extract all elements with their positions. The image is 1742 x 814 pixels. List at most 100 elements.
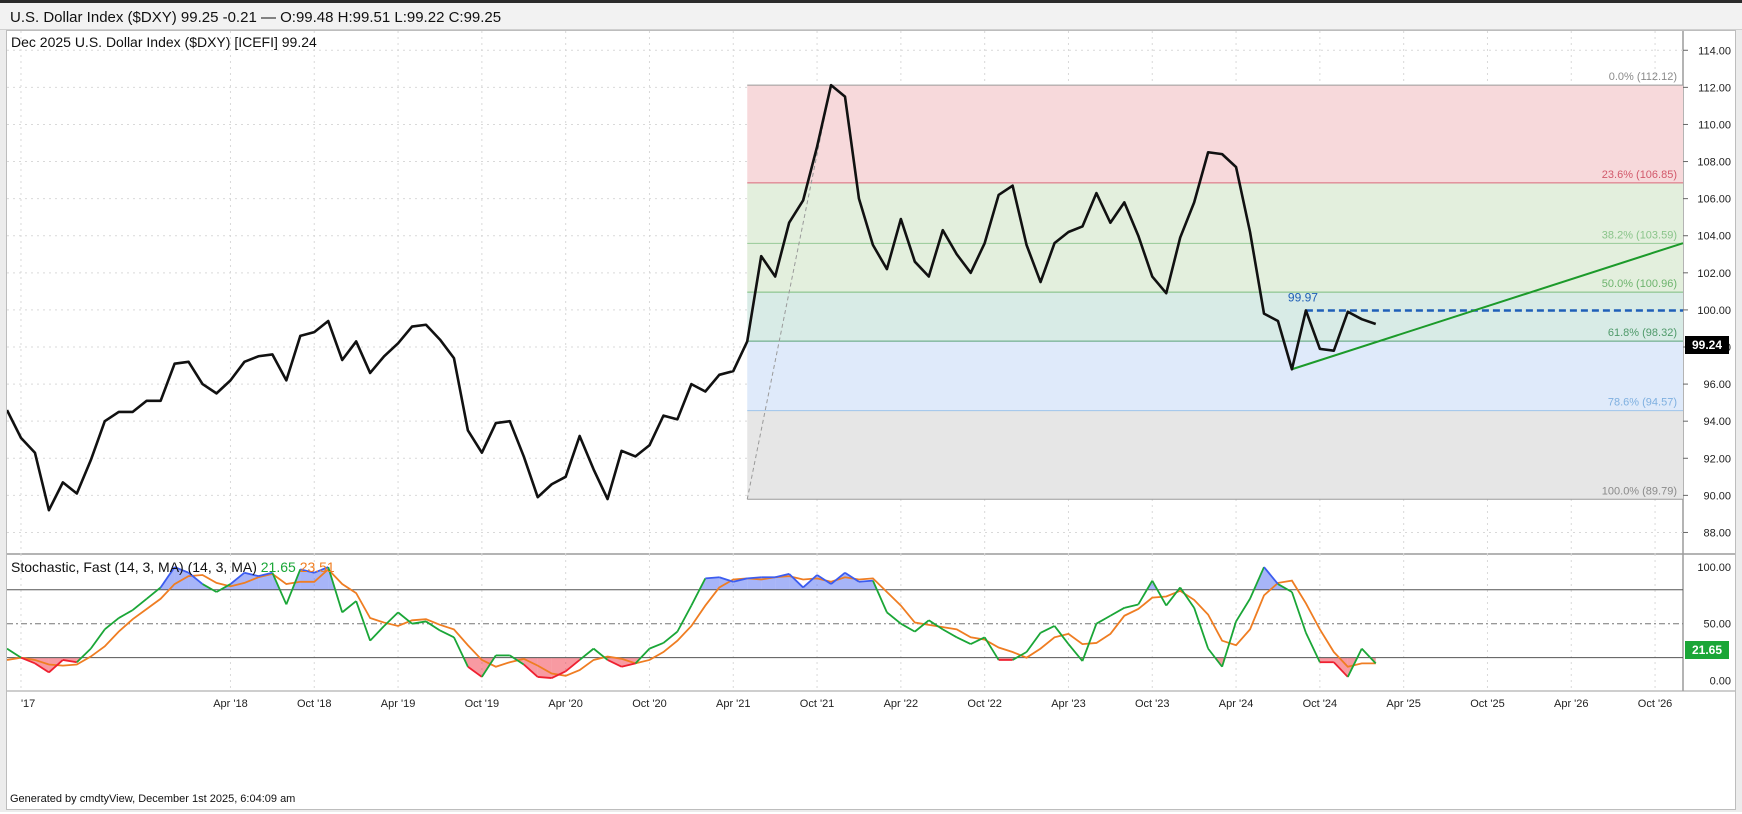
stochastic-y-tick-label: 50.00 xyxy=(1703,619,1731,631)
stochastic-k-segment xyxy=(1068,644,1082,661)
x-tick-label: Apr '25 xyxy=(1386,698,1421,710)
fibonacci-label: 100.0% (89.79) xyxy=(1602,485,1677,497)
fibonacci-label: 50.0% (100.96) xyxy=(1602,278,1677,290)
chart-frame: 0.0% (112.12) 23.6% (106.85) 38.2% (103.59… xyxy=(6,30,1736,810)
stochastic-y-axis: 0.00 50.00 100.00 xyxy=(1697,562,1731,687)
x-tick-label: Apr '21 xyxy=(716,698,751,710)
title-bar: U.S. Dollar Index ($DXY) 99.25 -0.21 — O… xyxy=(0,0,1742,30)
stochastic-y-tick-label: 0.00 xyxy=(1710,675,1731,687)
y-tick-label: 88.00 xyxy=(1703,527,1731,539)
generated-footer: Generated by cmdtyView, December 1st 202… xyxy=(10,793,295,805)
stochastic-k-segment xyxy=(440,630,454,637)
x-tick-label: Apr '23 xyxy=(1051,698,1086,710)
fibonacci-label: 23.6% (106.85) xyxy=(1602,169,1677,181)
resistance-label: 99.97 xyxy=(1288,290,1318,304)
x-tick-label: Oct '24 xyxy=(1303,698,1338,710)
x-tick-label: Oct '21 xyxy=(800,698,835,710)
stochastic-k-segment xyxy=(887,612,901,623)
y-tick-label: 104.00 xyxy=(1697,231,1731,243)
x-tick-label: Oct '20 xyxy=(632,698,667,710)
y-tick-label: 102.00 xyxy=(1697,268,1731,280)
stochastic-k-segment xyxy=(133,599,147,610)
stochastic-k-segment xyxy=(747,577,761,578)
stochastic-k-value: 21.65 xyxy=(261,559,296,575)
stochastic-d-line xyxy=(7,569,1376,675)
fibonacci-zone xyxy=(747,183,1683,292)
stochastic-k-segment xyxy=(1110,608,1124,616)
overbought-fill xyxy=(705,577,719,589)
stochastic-k-segment xyxy=(119,610,133,618)
stochastic-k-segment xyxy=(859,581,873,582)
stochastic-k-segment xyxy=(705,577,719,578)
stochastic-k-segment xyxy=(691,578,705,605)
stochastic-y-tick-label: 100.00 xyxy=(1697,562,1731,574)
fibonacci-zone xyxy=(747,85,1683,183)
stochastic-k-segment xyxy=(1236,599,1250,622)
y-tick-label: 96.00 xyxy=(1703,379,1731,391)
price-y-axis: 88.0090.0092.0094.0096.0098.00100.00102.… xyxy=(1683,45,1731,539)
stochastic-last-label: 21.65 xyxy=(1692,643,1722,657)
x-tick-label: Apr '20 xyxy=(548,698,583,710)
stochastic-title: Stochastic, Fast (14, 3, MA) (14, 3, MA)… xyxy=(11,559,335,575)
stochastic-k-segment xyxy=(1041,626,1055,633)
stochastic-series xyxy=(7,567,1376,678)
stochastic-title-text: Stochastic, Fast (14, 3, MA) (14, 3, MA) xyxy=(11,559,257,575)
y-tick-label: 100.00 xyxy=(1697,305,1731,317)
stochastic-k-segment xyxy=(538,677,552,678)
stochastic-k-segment xyxy=(901,624,915,632)
stochastic-k-segment xyxy=(943,629,957,637)
last-price-label: 99.24 xyxy=(1692,338,1722,352)
y-tick-label: 114.00 xyxy=(1698,45,1731,57)
x-tick-label: Oct '19 xyxy=(465,698,500,710)
stochastic-k-segment xyxy=(1152,581,1166,606)
y-tick-label: 110.00 xyxy=(1698,119,1731,131)
y-tick-label: 90.00 xyxy=(1703,490,1731,502)
stochastic-k-segment xyxy=(957,637,971,644)
stochastic-k-segment xyxy=(1138,581,1152,605)
stochastic-k-segment xyxy=(370,626,384,641)
x-tick-label: '17 xyxy=(21,698,35,710)
fibonacci-zone xyxy=(747,411,1683,500)
stochastic-k-segment xyxy=(398,612,412,623)
y-tick-label: 92.00 xyxy=(1703,453,1731,465)
fibonacci-zone xyxy=(747,292,1683,341)
fibonacci-label: 61.8% (98.32) xyxy=(1608,327,1677,339)
fibonacci-label: 78.6% (94.57) xyxy=(1608,397,1677,409)
stochastic-k-segment xyxy=(649,643,663,649)
x-tick-label: Oct '22 xyxy=(967,698,1002,710)
x-tick-label: Oct '26 xyxy=(1638,698,1673,710)
price-chart-title: Dec 2025 U.S. Dollar Index ($DXY) [ICEFI… xyxy=(11,34,317,50)
x-tick-label: Apr '18 xyxy=(213,698,248,710)
stochastic-k-segment xyxy=(1194,608,1208,649)
stochastic-k-segment xyxy=(91,629,105,648)
x-tick-label: Apr '26 xyxy=(1554,698,1589,710)
stochastic-k-segment xyxy=(7,649,21,658)
stochastic-k-segment xyxy=(342,601,356,612)
stochastic-d-value: 23.51 xyxy=(300,559,335,575)
x-tick-label: Apr '24 xyxy=(1219,698,1254,710)
y-tick-label: 94.00 xyxy=(1703,416,1731,428)
y-tick-label: 112.00 xyxy=(1698,82,1731,94)
x-tick-label: Apr '19 xyxy=(381,698,416,710)
x-tick-label: Oct '25 xyxy=(1470,698,1505,710)
x-axis: '17 Apr '18 Oct '18 Apr '19 Oct '19 Apr '20 Oc… xyxy=(21,698,1672,710)
fibonacci-label: 0.0% (112.12) xyxy=(1609,71,1677,83)
fibonacci-label: 38.2% (103.59) xyxy=(1602,229,1677,241)
stochastic-fills xyxy=(21,567,1376,678)
x-tick-label: Apr '22 xyxy=(884,698,919,710)
stochastic-k-segment xyxy=(1362,649,1376,664)
stochastic-reference-lines xyxy=(7,590,1683,658)
stochastic-k-segment xyxy=(147,587,161,598)
y-tick-label: 108.00 xyxy=(1697,157,1731,169)
stochastic-k-segment xyxy=(1096,616,1110,624)
stochastic-k-segment xyxy=(985,637,999,660)
x-tick-label: Oct '18 xyxy=(297,698,332,710)
x-tick-label: Oct '23 xyxy=(1135,698,1170,710)
fibonacci-zone xyxy=(747,341,1683,411)
window-title: U.S. Dollar Index ($DXY) 99.25 -0.21 — O… xyxy=(10,9,501,26)
y-tick-label: 106.00 xyxy=(1697,194,1731,206)
stochastic-k-segment xyxy=(1292,592,1306,633)
chart-canvas[interactable]: 0.0% (112.12) 23.6% (106.85) 38.2% (103.59… xyxy=(7,31,1735,809)
oversold-fill xyxy=(538,658,552,678)
